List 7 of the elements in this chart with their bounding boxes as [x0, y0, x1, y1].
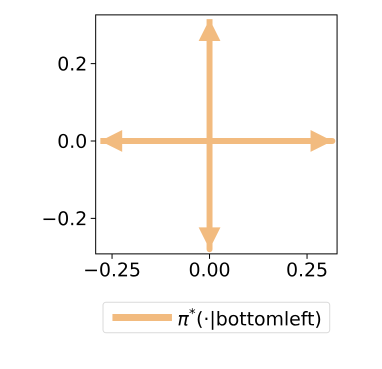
y-tick-label: −0.2: [43, 211, 86, 226]
x-tick-label: −0.25: [85, 262, 140, 277]
x-tick-label: 0.00: [190, 262, 230, 277]
y-tick-label: 0.0: [58, 134, 86, 148]
legend-label: π$^{*}$(·|bottomleft): [178, 308, 320, 330]
y-tick-label: 0.2: [58, 56, 86, 71]
x-tick-label: 0.25: [287, 262, 326, 277]
